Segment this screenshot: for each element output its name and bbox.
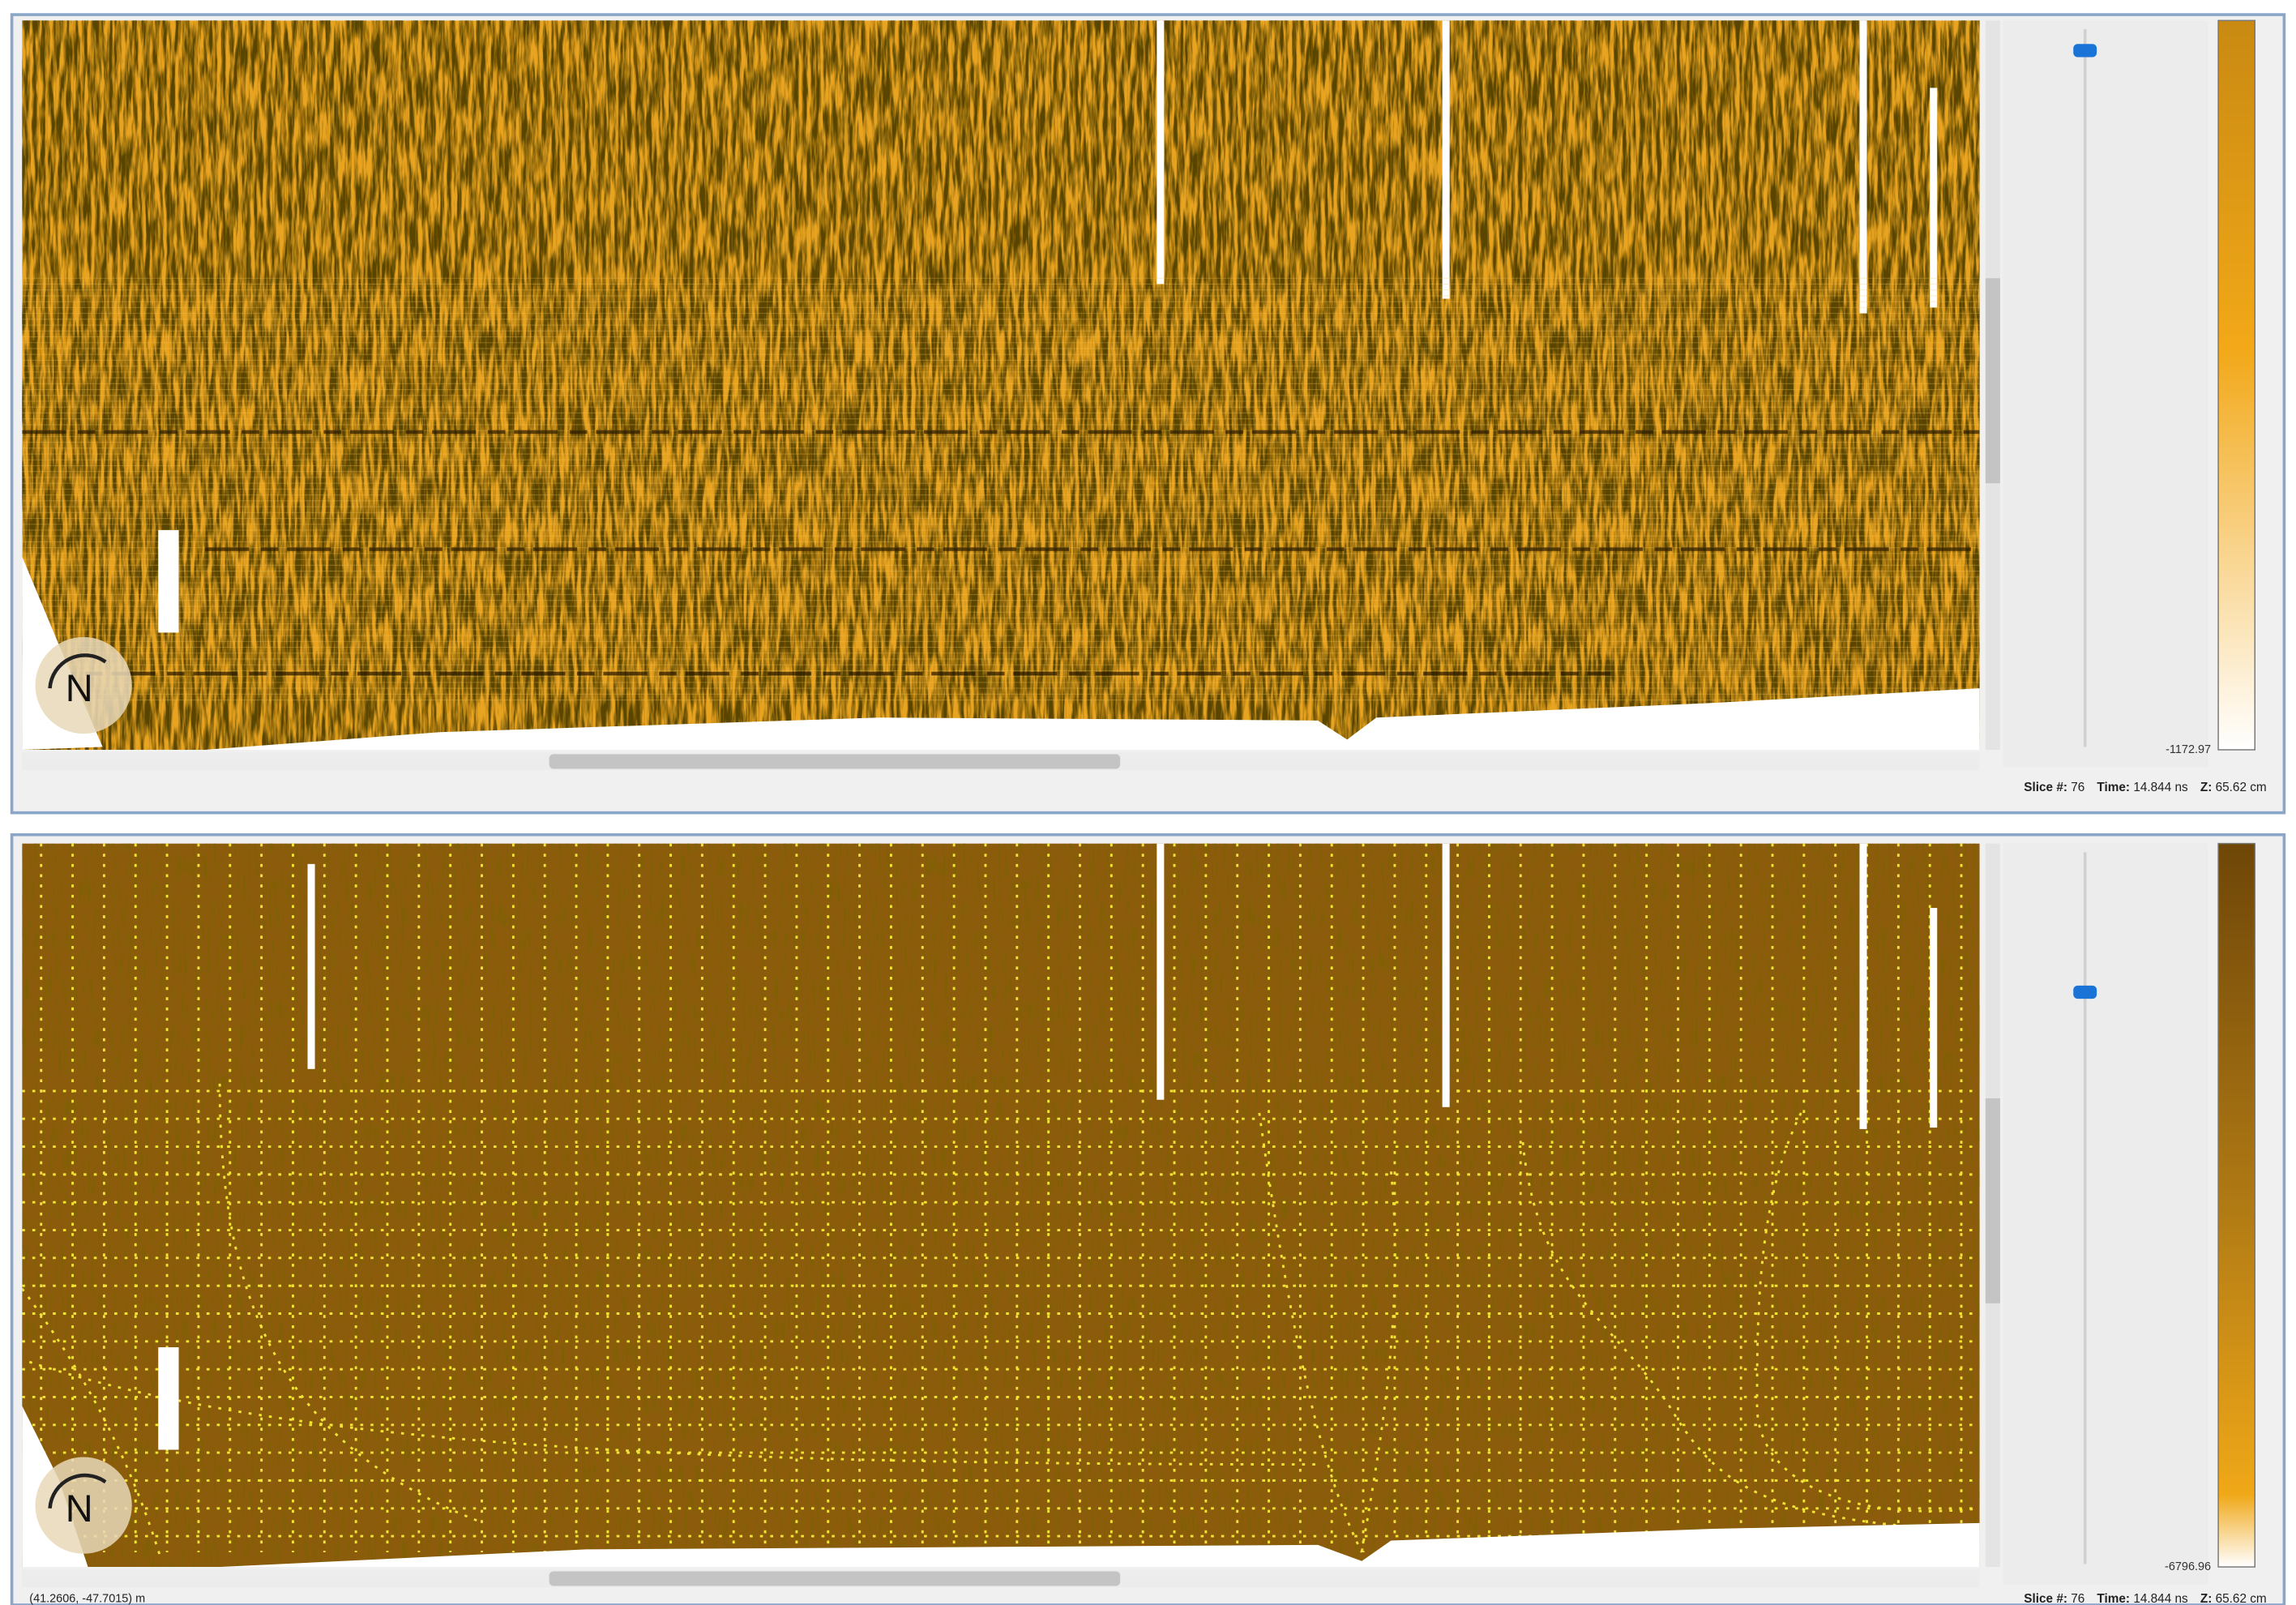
viewer: -1172.97 N Slice #: 76 Time: 14.844 ns Z… — [0, 0, 2296, 1605]
gpr-slice-image — [22, 844, 1979, 1567]
colorbar-min-label: -6796.96 — [2165, 1560, 2211, 1573]
track-line — [1930, 88, 1937, 307]
colorbar — [2218, 844, 2255, 1567]
track-line — [1443, 844, 1450, 1107]
slice-slider[interactable] — [2073, 986, 2097, 999]
gpr-slice-image — [22, 20, 1979, 750]
track-line — [1157, 844, 1164, 1100]
app-window: -1172.97 N Slice #: 76 Time: 14.844 ns Z… — [0, 0, 2296, 1605]
vertical-scrollbar[interactable] — [1986, 278, 2000, 483]
vertical-scrollbar[interactable] — [1986, 1098, 2000, 1303]
horizontal-scrollbar[interactable] — [549, 754, 1121, 768]
status-bar: Slice #: 76 Time: 14.844 ns Z: 65.62 cm — [2024, 781, 2266, 794]
colorbar — [2218, 20, 2255, 750]
track-line — [1859, 844, 1866, 1129]
compass-label: N — [66, 666, 93, 709]
track-line — [308, 864, 315, 1069]
cursor-position: (41.2606, -47.7015) m — [29, 1593, 145, 1605]
horizontal-scrollbar[interactable] — [549, 1571, 1121, 1586]
track-line — [1157, 20, 1164, 284]
track-line — [1859, 20, 1866, 313]
compass: N — [36, 1457, 132, 1554]
track-line — [1443, 20, 1450, 298]
track-line — [1930, 908, 1937, 1128]
slice-slider[interactable] — [2073, 44, 2097, 57]
compass: N — [36, 637, 132, 734]
status-bar: Slice #: 76 Time: 14.844 ns Z: 65.62 cm — [2024, 1592, 2266, 1605]
colorbar-min-label: -1172.97 — [2166, 743, 2211, 756]
compass-label: N — [66, 1487, 93, 1530]
